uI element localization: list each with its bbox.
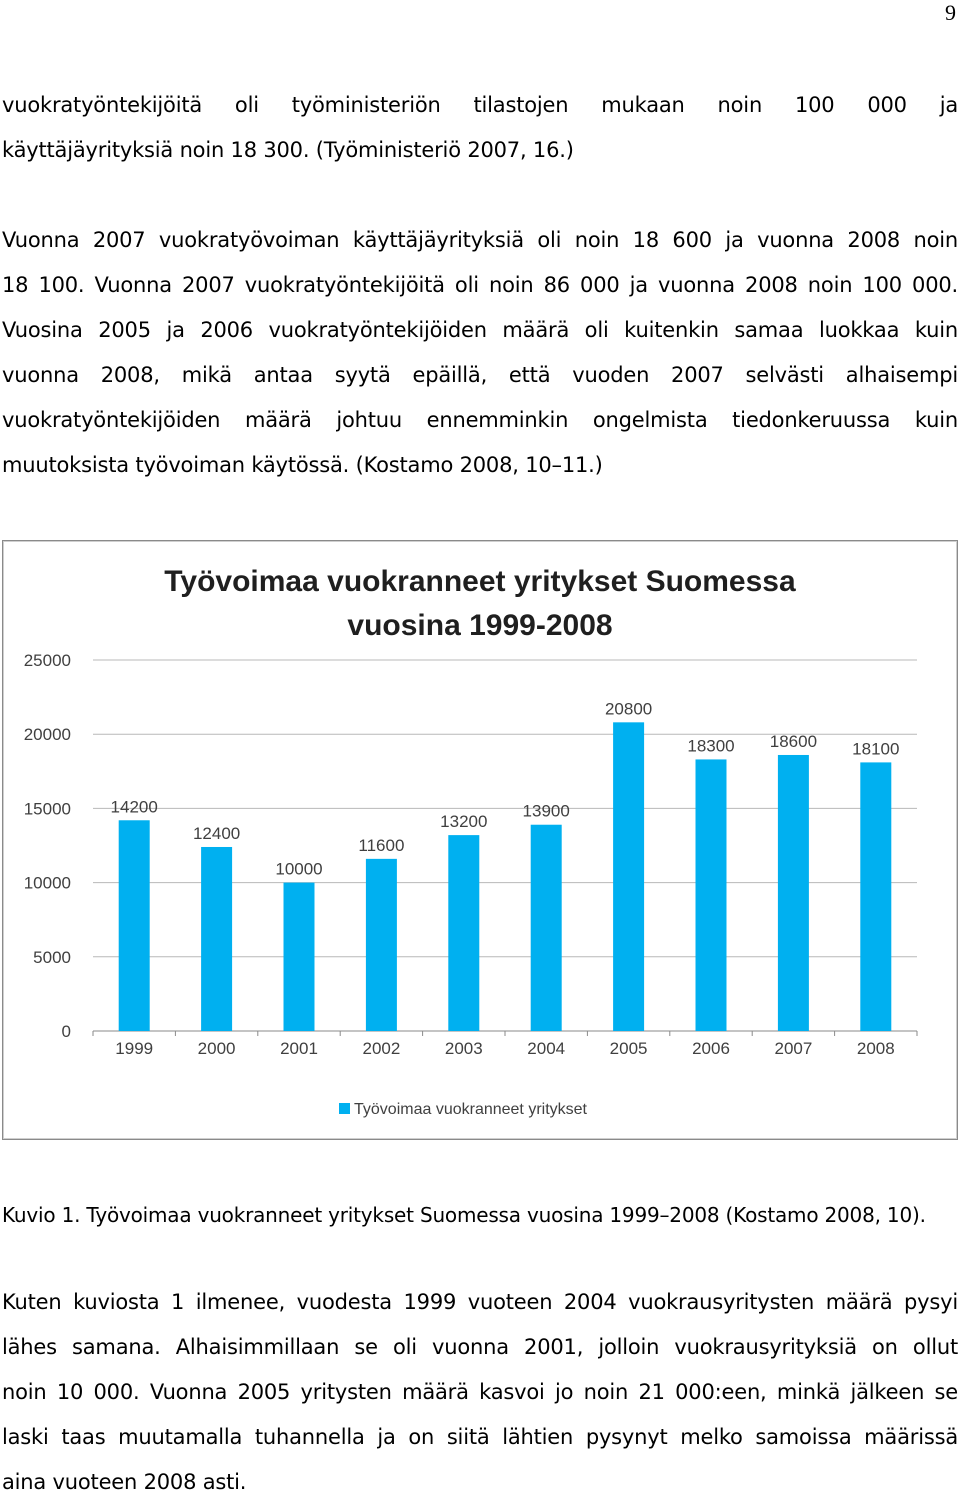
paragraph-2: Vuonna 2007 vuokratyövoiman käyttäjäyrit… — [2, 218, 958, 488]
data-label: 13200 — [440, 812, 487, 831]
y-tick-label: 10000 — [24, 874, 71, 893]
x-tick-label: 2003 — [445, 1039, 483, 1058]
legend: Työvoimaa vuokranneet yritykset — [339, 1101, 588, 1118]
bar-chart: Työvoimaa vuokranneet yritykset Suomessa… — [24, 565, 918, 1118]
data-label: 18100 — [852, 739, 899, 758]
x-tick-label: 1999 — [115, 1039, 153, 1058]
data-label: 18300 — [687, 736, 734, 755]
bar — [201, 846, 233, 1031]
axis-and-data-labels: 0 5000 10000 15000 20000 25000 14200 1999 12400 2… — [24, 651, 900, 1058]
bar — [860, 762, 892, 1031]
legend-label: Työvoimaa vuokranneet yritykset — [354, 1101, 588, 1118]
chart-frame: Työvoimaa vuokranneet yritykset Suomessa… — [2, 540, 958, 1140]
y-tick-label: 20000 — [24, 725, 71, 744]
data-label: 14200 — [111, 797, 158, 816]
bar — [118, 820, 150, 1031]
y-tick-label: 25000 — [24, 651, 71, 670]
data-label: 20800 — [605, 699, 652, 718]
paragraph-line: käyttäjäyrityksiä noin 18 300. (Työminis… — [2, 138, 574, 162]
data-label: 13900 — [523, 802, 570, 821]
data-label: 12400 — [193, 824, 240, 843]
x-tick-label: 2008 — [857, 1039, 895, 1058]
paragraph-line: vuonna 2008, mikä antaa syytä epäillä, e… — [2, 363, 958, 387]
x-tick-label: 2002 — [362, 1039, 400, 1058]
chart-title-line-1: Työvoimaa vuokranneet yritykset Suomessa — [164, 565, 796, 598]
bar — [365, 858, 397, 1031]
bar — [695, 759, 727, 1031]
x-tick-label: 2006 — [692, 1039, 730, 1058]
y-tick-label: 0 — [62, 1022, 71, 1041]
data-label: 10000 — [275, 860, 322, 879]
paragraph-line: 18 100. Vuonna 2007 vuokratyöntekijöitä … — [2, 273, 958, 297]
bar — [448, 835, 480, 1031]
x-tick-label: 2000 — [198, 1039, 236, 1058]
legend-swatch — [339, 1103, 350, 1114]
bars — [118, 722, 892, 1031]
y-tick-label: 5000 — [33, 948, 71, 967]
paragraph-line: vuokratyöntekijöiden määrä johtuu ennemm… — [2, 408, 958, 432]
paragraph-1: vuokratyöntekijöitä oli työministeriön t… — [2, 83, 958, 173]
paragraph-line: vuokratyöntekijöitä oli työministeriön t… — [2, 93, 958, 117]
data-label: 18600 — [770, 732, 817, 751]
bar — [283, 882, 315, 1031]
paragraph-line: Vuonna 2007 vuokratyövoiman käyttäjäyrit… — [2, 228, 958, 252]
bar — [613, 722, 645, 1031]
page-number: 9 — [945, 0, 956, 25]
bar — [777, 754, 809, 1031]
x-tick-label: 2005 — [610, 1039, 648, 1058]
chart-title-line-2: vuosina 1999-2008 — [347, 609, 612, 642]
paragraph-line: muutoksista työvoiman käytössä. (Kostamo… — [2, 453, 603, 477]
paragraph-line: noin 10 000. Vuonna 2005 yritysten määrä… — [2, 1380, 958, 1404]
paragraph-line: lähes samana. Alhaisimmillaan se oli vuo… — [2, 1335, 958, 1359]
x-tick-label: 2007 — [774, 1039, 812, 1058]
x-tick-label: 2001 — [280, 1039, 318, 1058]
paragraph-line: Vuosina 2005 ja 2006 vuokratyöntekijöide… — [2, 318, 958, 342]
paragraph-3: Kuten kuviosta 1 ilmenee, vuodesta 1999 … — [2, 1280, 958, 1505]
paragraph-line: Kuten kuviosta 1 ilmenee, vuodesta 1999 … — [2, 1290, 958, 1314]
figure-caption: Kuvio 1. Työvoimaa vuokranneet yritykset… — [2, 1203, 926, 1227]
paragraph-line: laski taas muutamalla tuhannella ja on s… — [2, 1425, 958, 1449]
y-tick-label: 15000 — [24, 799, 71, 818]
x-tick-label: 2004 — [527, 1039, 565, 1058]
bar — [530, 824, 562, 1031]
paragraph-line: aina vuoteen 2008 asti. — [2, 1470, 247, 1494]
data-label: 11600 — [358, 836, 404, 855]
